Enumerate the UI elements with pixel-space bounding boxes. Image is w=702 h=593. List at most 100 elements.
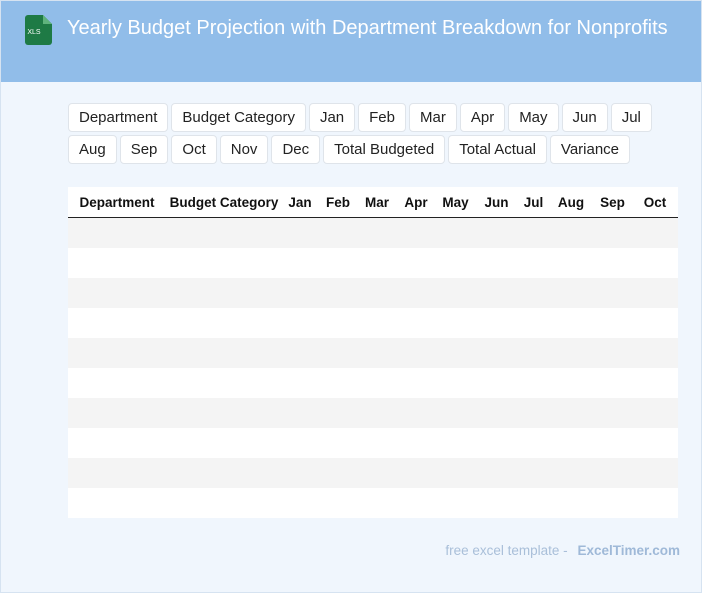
table-cell[interactable] <box>518 338 549 368</box>
table-cell[interactable] <box>436 308 475 338</box>
table-cell[interactable] <box>358 368 396 398</box>
table-cell[interactable] <box>396 488 436 518</box>
table-cell[interactable] <box>282 217 318 248</box>
table-cell[interactable] <box>549 217 593 248</box>
table-cell[interactable] <box>632 248 678 278</box>
column-chip[interactable]: Nov <box>219 135 269 164</box>
table-cell[interactable] <box>358 278 396 308</box>
table-cell[interactable] <box>318 398 358 428</box>
table-cell[interactable] <box>318 308 358 338</box>
table-cell[interactable] <box>318 217 358 248</box>
table-cell[interactable] <box>318 368 358 398</box>
table-cell[interactable] <box>549 458 593 488</box>
table-cell[interactable] <box>436 488 475 518</box>
table-cell[interactable] <box>549 248 593 278</box>
table-cell[interactable] <box>593 398 632 428</box>
column-chip[interactable]: Department <box>68 103 169 132</box>
table-cell[interactable] <box>282 428 318 458</box>
table-cell[interactable] <box>475 308 518 338</box>
table-cell[interactable] <box>593 308 632 338</box>
table-cell[interactable] <box>318 248 358 278</box>
table-cell[interactable] <box>68 368 166 398</box>
table-cell[interactable] <box>358 217 396 248</box>
table-cell[interactable] <box>436 338 475 368</box>
table-cell[interactable] <box>282 368 318 398</box>
column-chip[interactable]: Apr <box>459 103 506 132</box>
table-cell[interactable] <box>282 488 318 518</box>
table-cell[interactable] <box>166 488 282 518</box>
table-cell[interactable] <box>632 278 678 308</box>
table-cell[interactable] <box>549 278 593 308</box>
table-cell[interactable] <box>475 488 518 518</box>
table-cell[interactable] <box>318 278 358 308</box>
column-chip[interactable]: Jan <box>308 103 356 132</box>
table-cell[interactable] <box>166 338 282 368</box>
table-cell[interactable] <box>166 308 282 338</box>
column-chip[interactable]: Feb <box>358 103 406 132</box>
table-cell[interactable] <box>549 368 593 398</box>
table-cell[interactable] <box>282 308 318 338</box>
table-cell[interactable] <box>593 458 632 488</box>
table-cell[interactable] <box>166 278 282 308</box>
column-chip[interactable]: Jul <box>610 103 652 132</box>
table-cell[interactable] <box>358 458 396 488</box>
table-cell[interactable] <box>68 398 166 428</box>
table-cell[interactable] <box>166 368 282 398</box>
table-cell[interactable] <box>475 278 518 308</box>
table-cell[interactable] <box>396 338 436 368</box>
table-cell[interactable] <box>518 308 549 338</box>
column-chip[interactable]: Dec <box>271 135 321 164</box>
table-cell[interactable] <box>68 248 166 278</box>
table-cell[interactable] <box>518 398 549 428</box>
table-cell[interactable] <box>282 278 318 308</box>
table-cell[interactable] <box>68 308 166 338</box>
table-cell[interactable] <box>593 278 632 308</box>
table-cell[interactable] <box>549 398 593 428</box>
table-cell[interactable] <box>282 398 318 428</box>
table-cell[interactable] <box>282 248 318 278</box>
table-cell[interactable] <box>632 398 678 428</box>
table-cell[interactable] <box>518 488 549 518</box>
column-chip[interactable]: Total Budgeted <box>323 135 446 164</box>
table-cell[interactable] <box>549 428 593 458</box>
table-cell[interactable] <box>518 278 549 308</box>
column-chip[interactable]: Aug <box>68 135 117 164</box>
table-cell[interactable] <box>68 428 166 458</box>
table-cell[interactable] <box>68 278 166 308</box>
table-cell[interactable] <box>68 488 166 518</box>
column-chip[interactable]: Total Actual <box>448 135 547 164</box>
column-chip[interactable]: Variance <box>549 135 631 164</box>
table-cell[interactable] <box>396 398 436 428</box>
column-chip[interactable]: Sep <box>119 135 169 164</box>
table-cell[interactable] <box>166 217 282 248</box>
table-cell[interactable] <box>593 428 632 458</box>
table-cell[interactable] <box>475 398 518 428</box>
table-cell[interactable] <box>632 308 678 338</box>
table-cell[interactable] <box>166 248 282 278</box>
table-cell[interactable] <box>358 428 396 458</box>
table-cell[interactable] <box>396 217 436 248</box>
table-cell[interactable] <box>396 278 436 308</box>
table-cell[interactable] <box>632 338 678 368</box>
table-cell[interactable] <box>396 308 436 338</box>
table-cell[interactable] <box>396 428 436 458</box>
table-cell[interactable] <box>632 458 678 488</box>
table-cell[interactable] <box>166 428 282 458</box>
table-cell[interactable] <box>593 338 632 368</box>
table-cell[interactable] <box>282 338 318 368</box>
table-cell[interactable] <box>436 368 475 398</box>
table-cell[interactable] <box>593 248 632 278</box>
table-cell[interactable] <box>475 248 518 278</box>
table-cell[interactable] <box>436 217 475 248</box>
table-cell[interactable] <box>518 428 549 458</box>
table-cell[interactable] <box>318 488 358 518</box>
column-chip[interactable]: May <box>508 103 559 132</box>
table-cell[interactable] <box>436 248 475 278</box>
table-cell[interactable] <box>518 217 549 248</box>
table-cell[interactable] <box>549 488 593 518</box>
table-cell[interactable] <box>166 398 282 428</box>
table-cell[interactable] <box>518 248 549 278</box>
table-cell[interactable] <box>549 338 593 368</box>
table-cell[interactable] <box>358 338 396 368</box>
table-cell[interactable] <box>68 217 166 248</box>
